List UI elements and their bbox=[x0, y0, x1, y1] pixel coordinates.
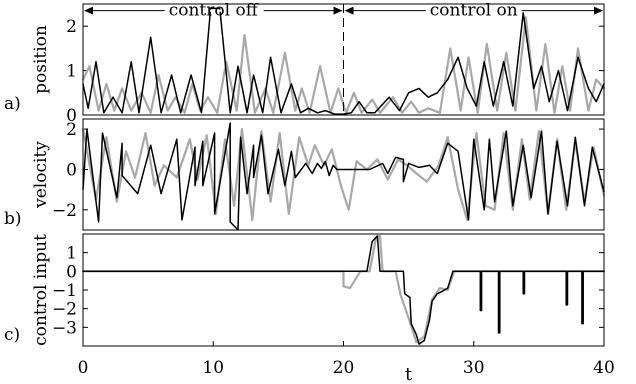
velocity-series bbox=[81, 122, 606, 231]
panel-velocity: −2 0 2 velocity b) bbox=[4, 118, 606, 231]
y-tick-label: 0 bbox=[66, 106, 77, 126]
position-series bbox=[81, 7, 606, 115]
control-on-label-bg bbox=[425, 9, 522, 12]
position-y-label: position bbox=[31, 25, 51, 94]
control-on-label: control on bbox=[430, 1, 518, 21]
control-off-label-bg bbox=[164, 9, 264, 12]
y-tick-label: 1 bbox=[66, 244, 77, 264]
y-tick-label: −3 bbox=[52, 318, 77, 338]
x-tick-labels: 0 10 20 30 40 bbox=[78, 341, 615, 378]
control-phase-annotation: control off control on bbox=[84, 1, 603, 115]
y-tick-label: −2 bbox=[52, 300, 77, 320]
control-input-series bbox=[81, 234, 606, 345]
panel-a-tag: a) bbox=[4, 94, 21, 114]
y-tick-label: −1 bbox=[52, 281, 77, 301]
y-tick-label: 0 bbox=[66, 160, 77, 180]
y-tick-label: −2 bbox=[52, 201, 77, 221]
panel-b-tag: b) bbox=[4, 209, 22, 229]
control-input-y-label: control input bbox=[31, 234, 51, 346]
control-input-y-tick-labels: −3−2−101 bbox=[52, 244, 604, 338]
x-tick-label: 30 bbox=[463, 358, 485, 378]
black-series-line bbox=[82, 122, 605, 231]
panel-position: 0 1 2 control off control on position a) bbox=[4, 1, 606, 126]
y-tick-label: 0 bbox=[66, 262, 77, 282]
y-tick-label: 2 bbox=[66, 17, 77, 37]
x-tick-label: 40 bbox=[593, 358, 615, 378]
x-axis-label: t bbox=[405, 364, 413, 384]
panel-control-input: −3−2−101 0 10 20 30 40 control input t c) bbox=[4, 233, 615, 384]
y-tick-label: 1 bbox=[66, 62, 77, 82]
gray-series-line bbox=[81, 234, 606, 344]
black-series-line bbox=[82, 7, 605, 115]
x-tick-label: 0 bbox=[78, 358, 89, 378]
x-tick-label: 10 bbox=[202, 358, 224, 378]
panel-c-tag: c) bbox=[4, 325, 20, 345]
black-series-line bbox=[82, 235, 605, 345]
velocity-y-tick-labels: −2 0 2 bbox=[52, 120, 604, 221]
control-input-axes-frame bbox=[82, 233, 605, 347]
y-tick-label: 2 bbox=[66, 120, 77, 140]
x-tick-label: 20 bbox=[333, 358, 355, 378]
control-off-label: control off bbox=[169, 1, 260, 21]
gray-series-line bbox=[81, 128, 606, 221]
velocity-axes-frame bbox=[82, 118, 605, 231]
velocity-y-label: velocity bbox=[31, 141, 51, 209]
